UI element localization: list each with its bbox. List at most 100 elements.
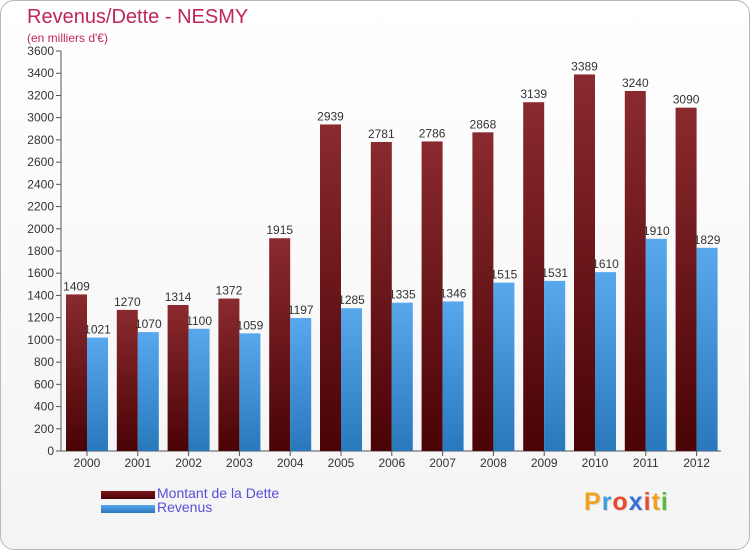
data-label-dette: 2868: [470, 117, 497, 131]
legend-swatch-dette: [101, 491, 155, 499]
bar-dette: [370, 142, 392, 451]
bar-revenus: [696, 247, 718, 451]
logo-letter: i: [660, 488, 669, 516]
logo-letter: i: [643, 488, 652, 516]
y-tick-label: 600: [34, 377, 54, 391]
x-tick-label: 2004: [277, 456, 304, 470]
data-label-dette: 1409: [63, 279, 90, 293]
bar-dette: [116, 309, 138, 451]
bar-dette: [320, 124, 341, 451]
bar-revenus: [188, 328, 210, 451]
x-tick-label: 2001: [124, 456, 151, 470]
bar-dette: [624, 91, 646, 451]
y-tick-label: 1600: [27, 266, 54, 280]
x-tick-label: 2007: [429, 456, 456, 470]
bar-revenus: [290, 318, 312, 451]
x-tick-label: 2009: [531, 456, 558, 470]
y-tick-label: 200: [34, 422, 54, 436]
y-tick-label: 1200: [27, 311, 54, 325]
logo-letter: o: [612, 488, 629, 516]
data-label-revenus: 1021: [84, 323, 111, 337]
y-tick-label: 2600: [27, 155, 54, 169]
bar-revenus: [442, 301, 464, 451]
x-tick-label: 2000: [74, 456, 101, 470]
data-label-revenus: 1100: [186, 314, 212, 328]
data-label-revenus: 1285: [338, 293, 365, 307]
data-label-revenus: 1515: [491, 268, 518, 282]
x-tick-label: 2012: [683, 456, 710, 470]
data-label-dette: 1915: [266, 223, 293, 237]
y-tick-label: 1800: [27, 244, 54, 258]
x-tick-label: 2011: [633, 456, 659, 470]
logo-letter: x: [628, 488, 644, 516]
bar-revenus: [239, 333, 261, 451]
data-label-dette: 2939: [317, 109, 344, 123]
data-label-revenus: 1610: [592, 257, 619, 271]
bar-dette: [523, 102, 545, 451]
data-label-dette: 2781: [368, 127, 395, 141]
y-tick-label: 3000: [27, 111, 54, 125]
bar-revenus: [391, 302, 413, 451]
y-tick-label: 0: [47, 444, 54, 458]
chart-title: Revenus/Dette - NESMY: [27, 6, 249, 28]
data-label-revenus: 1197: [288, 303, 314, 317]
bar-revenus: [645, 238, 667, 451]
legend-label-dette: Montant de la Dette: [157, 485, 280, 501]
y-tick-label: 1400: [27, 288, 54, 302]
data-label-revenus: 1059: [237, 318, 264, 332]
x-tick-label: 2003: [226, 456, 253, 470]
bar-revenus: [341, 308, 362, 451]
bar-revenus: [493, 282, 515, 451]
y-tick-label: 2200: [27, 200, 54, 214]
x-tick-label: 2008: [480, 456, 507, 470]
y-tick-label: 800: [34, 355, 54, 369]
y-tick-label: 400: [34, 400, 54, 414]
y-tick-label: 2800: [27, 133, 54, 147]
bar-revenus: [87, 337, 108, 451]
y-tick-label: 1000: [27, 333, 54, 347]
bar-dette: [574, 74, 595, 451]
bar-dette: [66, 294, 87, 451]
data-label-dette: 1270: [114, 295, 141, 309]
legend-label-revenus: Revenus: [157, 499, 213, 515]
data-label-revenus: 1910: [643, 224, 670, 238]
logo-letter: P: [584, 488, 602, 516]
logo-letter: r: [601, 488, 613, 516]
x-tick-label: 2005: [328, 456, 355, 470]
x-tick-label: 2002: [175, 456, 202, 470]
y-tick-label: 2000: [27, 222, 54, 236]
data-label-dette: 3090: [673, 93, 700, 107]
data-label-revenus: 1335: [389, 288, 416, 302]
chart-subtitle: (en milliers d'€): [27, 31, 108, 45]
bar-dette: [472, 132, 494, 452]
data-label-revenus: 1531: [541, 266, 568, 280]
data-label-dette: 3389: [571, 59, 598, 73]
data-label-dette: 2786: [419, 126, 446, 140]
data-label-revenus: 1829: [694, 233, 721, 247]
y-tick-label: 3400: [27, 66, 54, 80]
y-tick-label: 3200: [27, 88, 54, 102]
logo-letter: t: [651, 488, 661, 516]
y-tick-label: 2400: [27, 177, 54, 191]
x-tick-label: 2010: [582, 456, 609, 470]
bars: [66, 74, 718, 452]
proxiti-logo: Proxiti: [584, 488, 669, 517]
bar-dette: [269, 238, 291, 451]
data-label-revenus: 1346: [440, 286, 467, 300]
bar-dette: [167, 305, 189, 451]
bar-revenus: [137, 332, 159, 451]
data-label-dette: 3139: [520, 87, 547, 101]
y-tick-label: 3600: [27, 44, 54, 58]
data-label-dette: 1372: [216, 284, 243, 298]
x-tick-label: 2006: [378, 456, 405, 470]
bar-revenus: [544, 280, 566, 451]
data-label-dette: 1314: [165, 290, 192, 304]
legend-swatch-revenus: [101, 505, 155, 513]
bar-dette: [218, 298, 240, 451]
bar-dette: [421, 141, 443, 451]
data-label-dette: 3240: [622, 76, 649, 90]
bar-revenus: [595, 272, 616, 451]
